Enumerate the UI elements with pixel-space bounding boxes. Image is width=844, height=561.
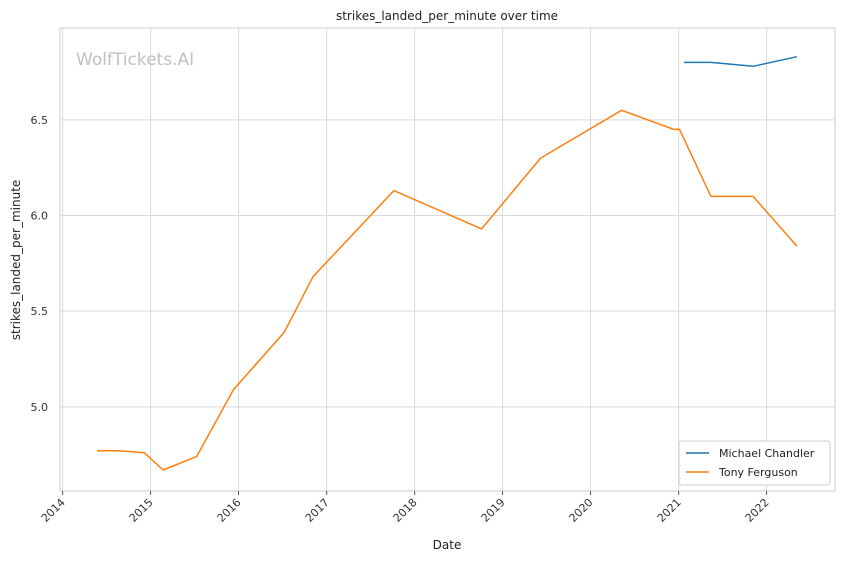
x-tick-label: 2017 — [303, 496, 332, 525]
y-tick-label: 6.0 — [31, 209, 49, 222]
legend: Michael Chandler Tony Ferguson — [678, 440, 831, 486]
legend-entry: Tony Ferguson — [718, 466, 798, 479]
x-tick-label: 2015 — [127, 496, 156, 525]
x-tick-label: 2019 — [479, 496, 508, 525]
x-axis-ticks: 2014 2015 2016 2017 2018 2019 2020 2021 2022 — [39, 491, 772, 525]
x-tick-label: 2021 — [655, 496, 684, 525]
legend-entry: Michael Chandler — [719, 447, 815, 460]
plot-area: 2014 2015 2016 2017 2018 2019 2020 2021 2022 5.0… — [31, 27, 836, 525]
series-line — [684, 55, 798, 68]
y-tick-label: 5.0 — [31, 401, 49, 414]
chart-title: strikes_landed_per_minute over time — [336, 9, 558, 23]
x-tick-label: 2022 — [743, 496, 772, 525]
x-tick-label: 2018 — [391, 496, 420, 525]
x-tick-label: 2020 — [567, 496, 596, 525]
plot-background — [59, 27, 836, 492]
legend-box — [678, 440, 831, 486]
x-axis-title: Date — [433, 538, 462, 552]
gridlines — [60, 28, 835, 491]
y-tick-label: 6.5 — [31, 114, 49, 127]
y-axis-ticks: 5.0 5.5 6.0 6.5 — [31, 114, 49, 414]
series-line — [97, 109, 798, 471]
y-axis-title: strikes_landed_per_minute — [9, 180, 23, 341]
series-lines — [97, 55, 798, 471]
x-tick-label: 2014 — [39, 496, 68, 525]
y-tick-label: 5.5 — [31, 305, 49, 318]
watermark: WolfTickets.AI — [76, 50, 194, 70]
x-tick-label: 2016 — [215, 496, 244, 525]
